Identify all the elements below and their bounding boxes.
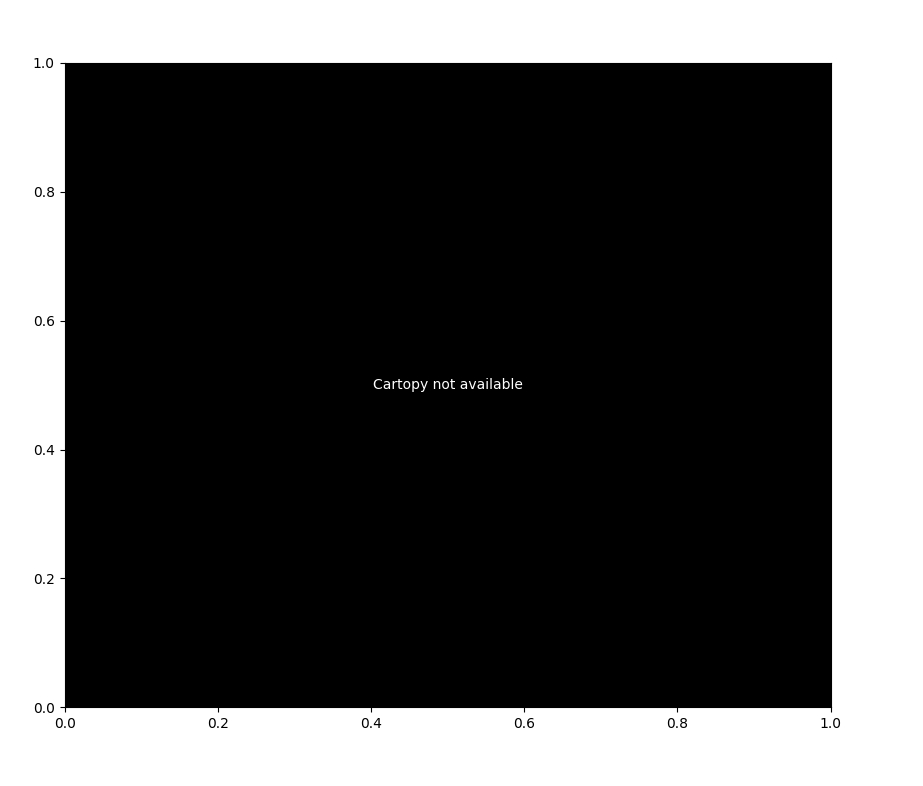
Text: Cartopy not available: Cartopy not available xyxy=(373,378,522,392)
